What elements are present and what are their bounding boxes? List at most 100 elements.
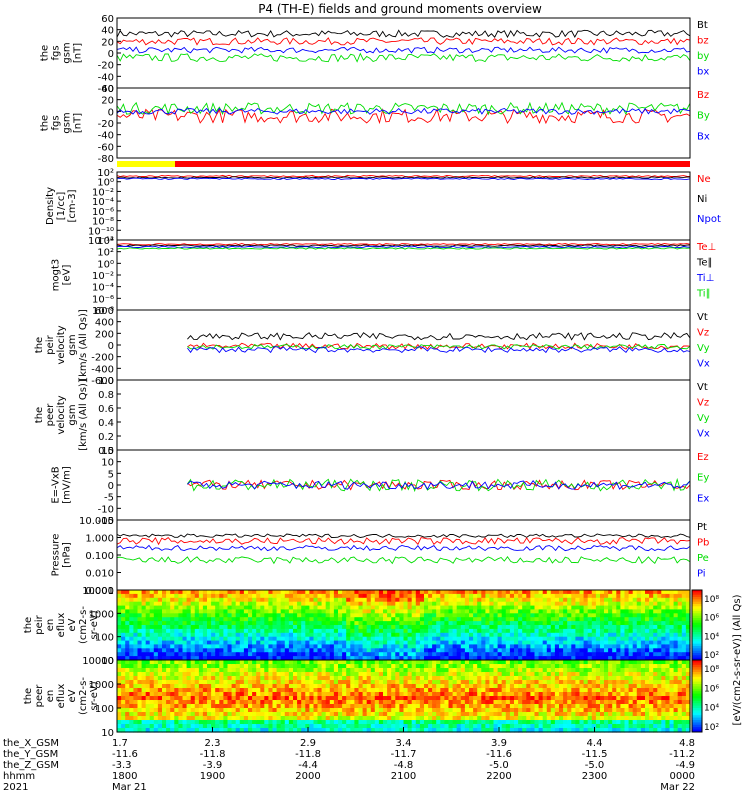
heatmap-cell — [645, 628, 650, 634]
heatmap-cell — [595, 728, 601, 733]
y-tick-label: 10.000 — [79, 516, 114, 527]
heatmap-cell — [673, 597, 679, 603]
heatmap-cell — [243, 597, 249, 603]
heatmap-cell — [125, 724, 130, 729]
heatmap-cell — [325, 700, 331, 705]
heatmap-cell — [366, 660, 372, 665]
heatmap-cell — [346, 692, 351, 697]
heatmap-cell — [137, 668, 143, 673]
heatmap-cell — [121, 708, 126, 713]
heatmap-cell — [497, 712, 503, 717]
heatmap-cell — [391, 660, 396, 665]
heatmap-cell — [407, 632, 413, 638]
heatmap-cell — [526, 680, 531, 685]
heatmap-cell — [608, 688, 613, 693]
heatmap-cell — [329, 613, 335, 618]
heatmap-cell — [141, 724, 147, 729]
heatmap-cell — [505, 720, 511, 725]
heatmap-cell — [256, 648, 261, 653]
heatmap-cell — [125, 660, 130, 665]
heatmap-cell — [325, 672, 331, 677]
heatmap-cell — [321, 684, 327, 689]
heatmap-cell — [378, 640, 384, 646]
heatmap-cell — [616, 684, 621, 689]
heatmap-cell — [587, 617, 593, 622]
heatmap-cell — [329, 668, 335, 673]
heatmap-cell — [620, 636, 626, 642]
heatmap-cell — [288, 728, 294, 733]
heatmap-cell — [166, 716, 171, 721]
heatmap-cell — [477, 700, 482, 705]
heatmap-cell — [288, 708, 294, 713]
heatmap-cell — [374, 708, 380, 713]
heatmap-cell — [374, 593, 380, 599]
heatmap-cell — [481, 680, 486, 685]
heatmap-cell — [301, 708, 306, 713]
heatmap-cell — [325, 644, 331, 649]
heatmap-cell — [157, 660, 163, 665]
heatmap-cell — [399, 656, 405, 661]
heatmap-cell — [579, 672, 585, 677]
heatmap-cell — [518, 668, 523, 673]
heatmap-cell — [469, 720, 474, 725]
heatmap-cell — [297, 712, 302, 717]
heatmap-cell — [153, 720, 159, 725]
heatmap-cell — [309, 590, 315, 595]
heatmap-cell — [313, 617, 319, 622]
heatmap-cell — [317, 668, 323, 673]
heatmap-cell — [403, 676, 409, 681]
heatmap-cell — [194, 704, 200, 709]
heatmap-cell — [280, 684, 286, 689]
heatmap-cell — [313, 636, 319, 642]
heatmap-cell — [473, 724, 478, 729]
heatmap-cell — [366, 688, 372, 693]
heatmap-cell — [485, 621, 491, 626]
heatmap-cell — [370, 590, 376, 595]
y-tick-label: 40 — [101, 84, 114, 95]
heatmap-cell — [538, 680, 544, 685]
heatmap-cell — [383, 613, 388, 618]
heatmap-cell — [297, 644, 302, 649]
heatmap-cell — [346, 605, 351, 611]
heatmap-cell — [346, 613, 351, 618]
heatmap-cell — [125, 672, 130, 677]
heatmap-cell — [534, 628, 540, 634]
y-label-line: sr-eV) — [89, 610, 100, 639]
heatmap-cell — [391, 640, 396, 646]
heatmap-cell — [268, 609, 274, 614]
heatmap-cell — [640, 621, 646, 626]
heatmap-cell — [288, 696, 294, 701]
heatmap-cell — [452, 708, 458, 713]
heatmap-cell — [325, 724, 331, 729]
heatmap-cell — [419, 700, 425, 705]
heatmap-cell — [313, 676, 319, 681]
heatmap-cell — [448, 712, 454, 717]
heatmap-cell — [260, 708, 265, 713]
heatmap-cell — [133, 676, 139, 681]
heatmap-cell — [563, 716, 568, 721]
heatmap-cell — [194, 676, 200, 681]
heatmap-cell — [419, 704, 425, 709]
heatmap-cell — [481, 605, 486, 611]
heatmap-cell — [591, 712, 597, 717]
heatmap-cell — [440, 617, 445, 622]
heatmap-cell — [415, 728, 421, 733]
heatmap-cell — [419, 644, 425, 649]
heatmap-cell — [182, 648, 188, 653]
heatmap-cell — [403, 716, 409, 721]
heatmap-cell — [608, 724, 613, 729]
y-tick-label: 10² — [97, 248, 114, 259]
heatmap-cell — [464, 660, 470, 665]
heatmap-cell — [538, 692, 544, 697]
heatmap-cell — [522, 676, 527, 681]
heatmap-cell — [612, 668, 617, 673]
heatmap-cell — [362, 708, 368, 713]
heatmap-cell — [440, 712, 445, 717]
heatmap-cell — [264, 704, 269, 709]
heatmap-cell — [162, 640, 167, 646]
heatmap-cell — [567, 625, 572, 630]
heatmap-cell — [350, 617, 355, 622]
heatmap-cell — [256, 720, 261, 725]
heatmap-cell — [464, 593, 470, 599]
heatmap-cell — [346, 712, 351, 717]
